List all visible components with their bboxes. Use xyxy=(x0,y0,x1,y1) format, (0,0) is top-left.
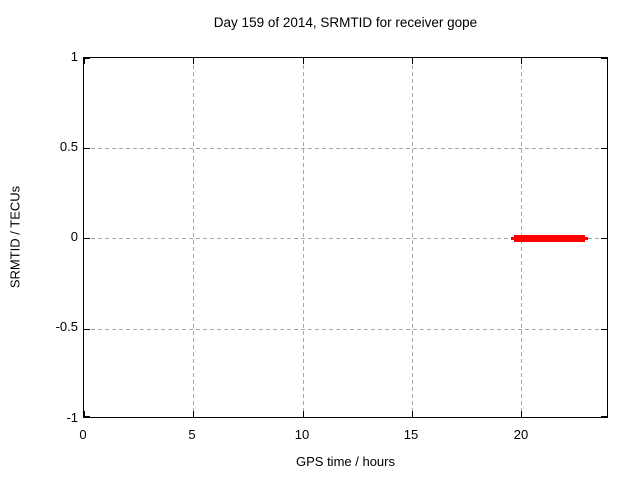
gridline-y-0 xyxy=(84,238,607,239)
y-axis-label: SRMTID / TECUs xyxy=(7,185,23,289)
tick-y-0-left xyxy=(84,238,90,239)
srmtid-series-line xyxy=(514,235,585,242)
gridline-x-5 xyxy=(193,58,194,417)
y-tick-label--0.5: -0.5 xyxy=(55,319,78,334)
tick-y-0-right xyxy=(601,238,607,239)
x-axis-label: GPS time / hours xyxy=(296,454,395,469)
x-tick-label-15: 15 xyxy=(403,427,419,442)
tick-x-5-top xyxy=(193,58,194,64)
tick-x-20-bottom xyxy=(521,411,522,417)
x-tick-label-10: 10 xyxy=(294,427,310,442)
tick-x-15-bottom xyxy=(412,411,413,417)
tick-y--1-right xyxy=(601,416,607,417)
y-tick-label-1: 1 xyxy=(70,49,78,64)
gridline-y-0.5 xyxy=(84,148,607,149)
tick-y-0.5-right xyxy=(601,148,607,149)
tick-x-10-top xyxy=(303,58,304,64)
gridline-y--0.5 xyxy=(84,329,607,330)
y-tick-label-0: 0 xyxy=(70,229,78,244)
y-tick-label-0.5: 0.5 xyxy=(59,139,78,154)
x-tick-label-0: 0 xyxy=(79,427,87,442)
y-tick-label--1: -1 xyxy=(66,410,78,425)
tick-y-1-left xyxy=(84,58,90,59)
tick-y-1-right xyxy=(601,58,607,59)
tick-y--0.5-left xyxy=(84,329,90,330)
plot-area xyxy=(83,57,608,418)
x-tick-label-5: 5 xyxy=(188,427,196,442)
x-tick-label-20: 20 xyxy=(513,427,529,442)
tick-y-0.5-left xyxy=(84,148,90,149)
gridline-x-10 xyxy=(303,58,304,417)
tick-x-20-top xyxy=(521,58,522,64)
tick-y--1-left xyxy=(84,416,90,417)
tick-x-5-bottom xyxy=(193,411,194,417)
chart-title: Day 159 of 2014, SRMTID for receiver gop… xyxy=(213,15,478,30)
tick-x-0-bottom xyxy=(84,411,85,417)
tick-x-10-bottom xyxy=(303,411,304,417)
tick-x-0-top xyxy=(84,58,85,64)
tick-y--0.5-right xyxy=(601,329,607,330)
tick-x-15-top xyxy=(412,58,413,64)
gridline-x-15 xyxy=(412,58,413,417)
